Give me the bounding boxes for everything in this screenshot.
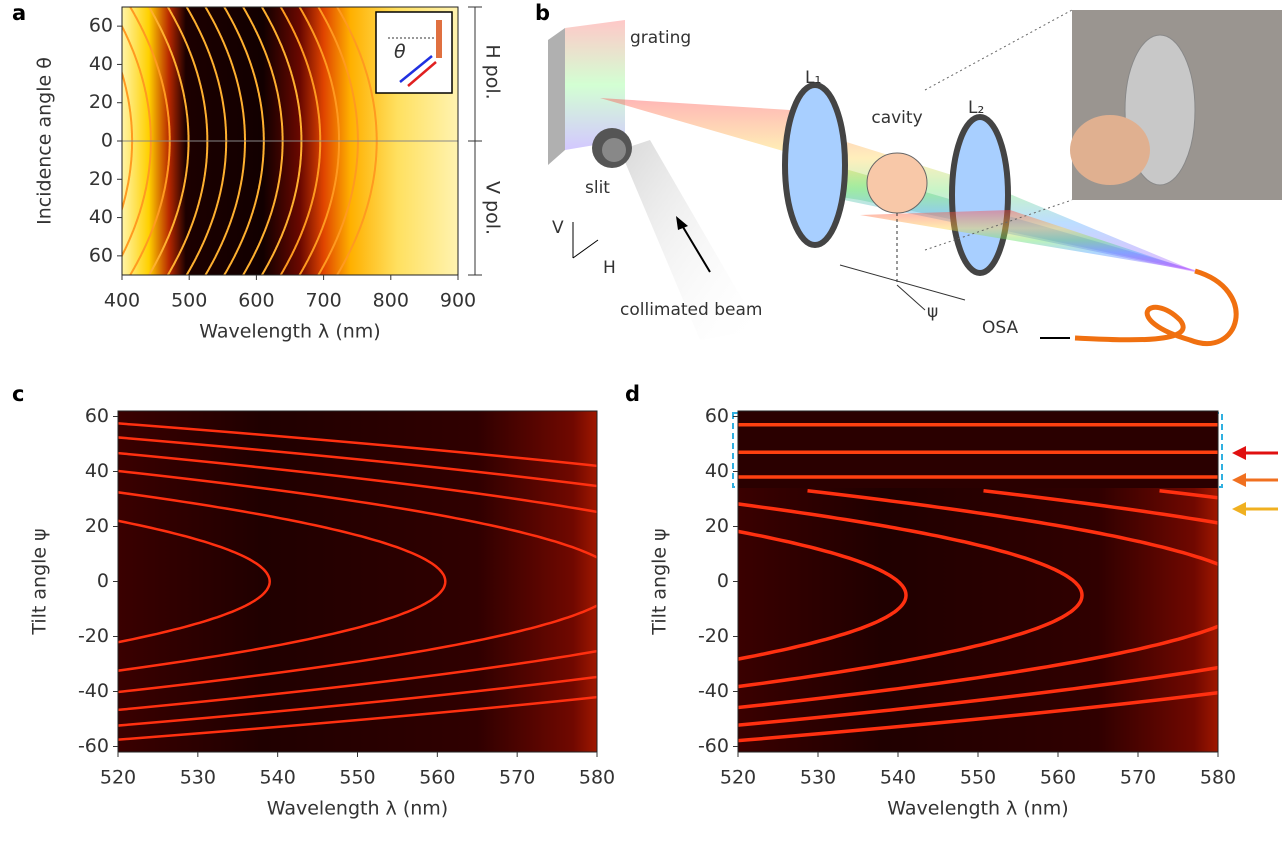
polarization-brackets <box>468 7 482 275</box>
y-tick-label: -20 <box>698 625 729 647</box>
y-tick-label: 0 <box>101 130 113 152</box>
x-tick-label: 550 <box>339 767 375 789</box>
x-tick-label: 580 <box>1200 767 1236 789</box>
diagram-label: H <box>603 258 616 278</box>
y-tick-label: 60 <box>705 405 729 427</box>
diagram-label: L₂ <box>968 98 984 118</box>
inset-sample <box>436 20 442 58</box>
y-tick-label: 20 <box>89 168 113 190</box>
panel-label: d <box>625 382 640 406</box>
diagram-label: ψ <box>927 302 938 322</box>
x-tick-label: 900 <box>440 290 476 312</box>
y-tick-label: -60 <box>698 735 729 757</box>
y-tick-label: -40 <box>698 680 729 702</box>
y-tick-label: 40 <box>85 460 109 482</box>
x-tick-label: 600 <box>238 290 274 312</box>
x-tick-label: 570 <box>499 767 535 789</box>
x-tick-label: 580 <box>579 767 615 789</box>
x-tick-label: 500 <box>171 290 207 312</box>
x-tick-label: 520 <box>720 767 756 789</box>
figure: a b c d H pol. V pol. grating s <box>0 0 1287 842</box>
x-tick-label: 520 <box>100 767 136 789</box>
y-tick-label: 60 <box>85 405 109 427</box>
x-tick-label: 800 <box>373 290 409 312</box>
annotation: V pol. <box>482 181 504 235</box>
mode-arrows <box>1232 446 1278 516</box>
x-axis-label: Wavelength λ (nm) <box>267 798 448 820</box>
diagram-label: L₁ <box>805 68 821 88</box>
panel-label: b <box>535 1 550 25</box>
x-tick-label: 400 <box>104 290 140 312</box>
y-axis-label: Incidence angle θ <box>34 57 56 225</box>
y-tick-label: 40 <box>89 53 113 75</box>
y-tick-label: 0 <box>717 570 729 592</box>
diagram-label: cavity <box>871 108 922 128</box>
annotation: θ <box>394 41 406 63</box>
panel-label: a <box>12 1 26 25</box>
y-axis-label: Tilt angle ψ <box>649 528 671 635</box>
annotation: H pol. <box>482 44 504 99</box>
x-axis-label: Wavelength λ (nm) <box>199 321 380 343</box>
y-tick-label: 40 <box>705 460 729 482</box>
diagram-label: OSA <box>982 318 1018 338</box>
panel-label: c <box>12 382 24 406</box>
x-tick-label: 540 <box>260 767 296 789</box>
x-tick-label: 560 <box>1040 767 1076 789</box>
x-tick-label: 530 <box>180 767 216 789</box>
diagram-label: collimated beam <box>620 300 762 320</box>
optical-setup <box>548 10 1282 344</box>
y-tick-label: 20 <box>705 515 729 537</box>
y-tick-label: -60 <box>78 735 109 757</box>
y-tick-label: -20 <box>78 625 109 647</box>
y-tick-label: -40 <box>78 680 109 702</box>
x-tick-label: 560 <box>419 767 455 789</box>
y-tick-label: 20 <box>89 91 113 113</box>
heatmap-background <box>118 411 597 752</box>
inset: θ <box>376 12 452 93</box>
y-tick-label: 60 <box>89 15 113 37</box>
x-tick-label: 540 <box>880 767 916 789</box>
x-tick-label: 700 <box>305 290 341 312</box>
x-tick-label: 530 <box>800 767 836 789</box>
y-tick-label: 0 <box>97 570 109 592</box>
y-axis-label: Tilt angle ψ <box>29 528 51 635</box>
y-tick-label: 40 <box>89 206 113 228</box>
y-tick-label: 20 <box>85 515 109 537</box>
x-tick-label: 550 <box>960 767 996 789</box>
diagram-label: V <box>552 218 564 238</box>
x-tick-label: 570 <box>1120 767 1156 789</box>
y-tick-label: 60 <box>89 244 113 266</box>
diagram-label: slit <box>585 178 610 198</box>
diagram-label: grating <box>630 28 691 48</box>
x-axis-label: Wavelength λ (nm) <box>887 798 1068 820</box>
